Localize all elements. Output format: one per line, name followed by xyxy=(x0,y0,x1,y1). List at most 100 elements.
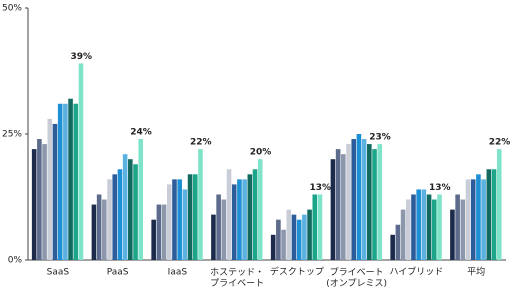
bar xyxy=(270,234,276,260)
x-tick-label: デスクトップ xyxy=(270,266,324,278)
x-tick-label: ハイブリッド xyxy=(389,266,443,278)
bar xyxy=(372,149,377,260)
bar xyxy=(37,139,42,260)
bar xyxy=(198,149,203,260)
bar xyxy=(361,139,367,260)
bar xyxy=(177,179,182,260)
bar xyxy=(302,214,307,260)
x-tick-label: 平均 xyxy=(467,266,485,278)
bar xyxy=(470,179,476,260)
bar xyxy=(96,194,102,260)
bar xyxy=(341,154,346,260)
bar xyxy=(128,159,133,260)
bar xyxy=(395,224,401,260)
value-label: 39% xyxy=(71,52,93,62)
bar xyxy=(91,204,97,260)
bar xyxy=(192,174,198,260)
bar xyxy=(133,164,138,260)
bar xyxy=(47,118,53,260)
bar xyxy=(68,98,73,260)
x-tick-label: プライベート(オンプレミス) xyxy=(326,267,387,288)
y-tick-label: 50% xyxy=(2,4,22,14)
bar xyxy=(172,179,177,260)
bar xyxy=(182,189,188,260)
bar xyxy=(156,204,162,260)
bar xyxy=(356,134,362,260)
bar xyxy=(281,229,286,260)
bar xyxy=(52,123,58,260)
x-tick-label: PaaS xyxy=(107,268,129,278)
bar xyxy=(161,204,167,260)
bar xyxy=(437,194,442,260)
x-tick-label: ホステッド・プライベート xyxy=(210,267,264,288)
bar xyxy=(491,169,497,260)
bar xyxy=(257,159,263,260)
bar xyxy=(221,199,227,260)
bar xyxy=(465,179,471,260)
bar xyxy=(73,103,79,260)
bar xyxy=(112,174,118,260)
bar xyxy=(346,144,351,260)
bar xyxy=(252,169,258,260)
x-tick-label: SaaS xyxy=(47,268,70,278)
bar xyxy=(211,214,216,260)
bar xyxy=(117,169,123,260)
bar xyxy=(78,63,84,260)
bar xyxy=(296,219,302,260)
value-label: 13% xyxy=(429,183,451,193)
bar xyxy=(138,139,144,260)
bar xyxy=(237,179,242,260)
bar xyxy=(291,214,297,260)
value-label: 24% xyxy=(130,128,152,138)
bar xyxy=(286,209,292,260)
bar xyxy=(151,219,156,260)
y-tick-label: 0% xyxy=(8,256,23,266)
bar xyxy=(486,169,492,260)
bar xyxy=(400,209,406,260)
bar xyxy=(226,169,232,260)
bar xyxy=(42,144,47,260)
bar xyxy=(31,149,37,260)
bar xyxy=(242,179,247,260)
value-label: 13% xyxy=(310,183,332,193)
bar xyxy=(317,194,323,260)
value-label: 23% xyxy=(369,133,391,143)
y-tick-label: 25% xyxy=(2,130,22,140)
bar xyxy=(421,189,427,260)
value-label: 22% xyxy=(489,138,511,148)
bar xyxy=(416,189,421,260)
bar xyxy=(351,139,357,260)
bar xyxy=(426,194,432,260)
bar xyxy=(166,184,172,260)
bar xyxy=(431,199,437,260)
bar xyxy=(476,174,481,260)
bar xyxy=(405,199,411,260)
bar xyxy=(455,194,460,260)
bar xyxy=(335,149,341,260)
bar xyxy=(102,199,107,260)
bar xyxy=(122,154,128,260)
x-tick-label: IaaS xyxy=(168,268,188,278)
bar xyxy=(307,209,312,260)
bar xyxy=(276,219,281,260)
bar xyxy=(390,234,395,260)
bar xyxy=(460,199,466,260)
bar xyxy=(231,184,237,260)
bar xyxy=(187,174,193,260)
bar xyxy=(63,103,68,260)
value-label: 22% xyxy=(190,138,212,148)
bar xyxy=(481,179,486,260)
bar xyxy=(450,209,455,260)
bar xyxy=(216,194,221,260)
bar xyxy=(57,103,63,260)
bar xyxy=(330,159,336,260)
bar xyxy=(107,179,112,260)
bar xyxy=(377,144,383,260)
bar xyxy=(247,174,253,260)
value-label: 20% xyxy=(250,148,272,158)
bar xyxy=(312,194,318,260)
bar xyxy=(496,149,502,260)
bar xyxy=(411,194,416,260)
bar xyxy=(367,144,372,260)
